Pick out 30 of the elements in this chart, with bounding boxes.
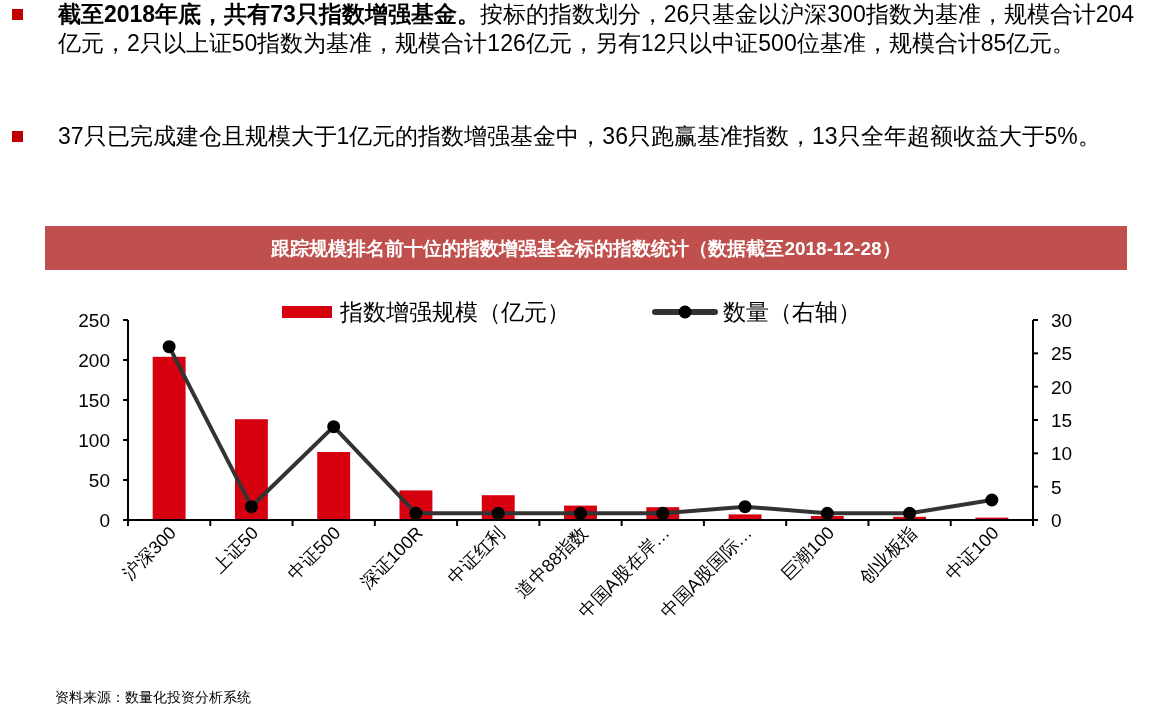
chart-title: 跟踪规模排名前十位的指数增强基金标的指数统计（数据截至2018-12-28） <box>270 238 901 259</box>
bar <box>728 514 762 520</box>
y2-tick-label: 25 <box>1051 343 1073 365</box>
y-tick-label: 150 <box>78 390 110 411</box>
y2-tick-label: 0 <box>1051 510 1062 531</box>
y-tick-label: 100 <box>78 430 110 451</box>
text: 截至2018年底，共有73只指数增强基金。 <box>58 1 480 27</box>
y2-tick-label: 5 <box>1051 476 1062 498</box>
legend-label: 指数增强规模（亿元） <box>339 299 570 325</box>
x-tick-label: 中证100 <box>941 522 1003 584</box>
y-tick-label: 0 <box>99 510 110 531</box>
bar <box>234 419 268 520</box>
legend-label: 数量（右轴） <box>723 299 861 325</box>
text: 资料来源：数量化投资分析系统 <box>55 689 251 705</box>
y-tick-label: 200 <box>78 350 110 371</box>
x-tick-label: 沪深300 <box>119 522 180 584</box>
x-tick-label: 巨潮100 <box>777 522 839 584</box>
y2-tick-label: 30 <box>1051 310 1073 331</box>
y2-tick-label: 20 <box>1051 376 1073 398</box>
text: 37只已完成建仓且规模大于1亿元的指数增强基金中，36只跑赢基准指数，13只全年超额收益大于5%。 <box>58 122 1102 151</box>
y-tick-label: 250 <box>78 310 110 331</box>
y2-tick-label: 10 <box>1051 443 1073 465</box>
y-tick-label: 50 <box>88 470 110 491</box>
x-tick-label: 中证500 <box>283 522 345 584</box>
y2-tick-label: 15 <box>1051 410 1073 431</box>
x-tick-label: 创业板指 <box>855 522 921 588</box>
x-tick-label: 中证红利 <box>444 522 510 588</box>
x-tick-label: 上证50 <box>208 522 263 577</box>
bar <box>317 452 351 520</box>
bar <box>152 356 186 520</box>
